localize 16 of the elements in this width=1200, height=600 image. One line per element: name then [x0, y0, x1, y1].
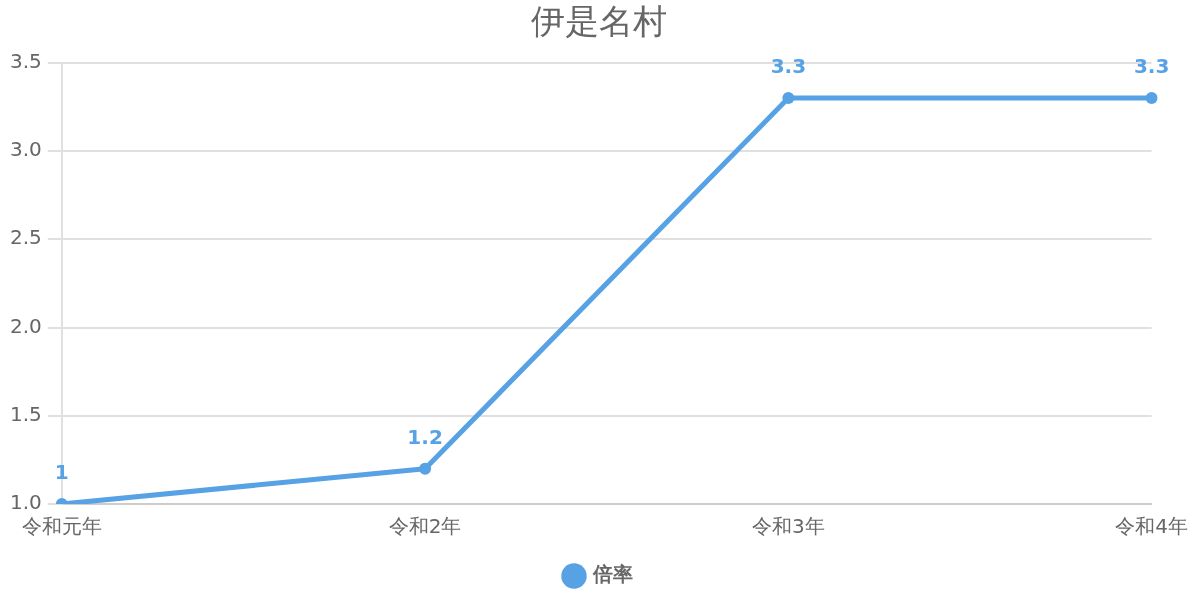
data-label: 1 [54, 460, 69, 485]
legend-label: 倍率 [592, 562, 633, 587]
y-tick-label: 1.0 [9, 490, 42, 515]
y-tick-label: 2.5 [9, 225, 42, 250]
y-tick-label: 2.0 [9, 313, 42, 338]
data-label: 3.3 [1133, 54, 1170, 79]
chart-title: 伊是名村 [531, 1, 667, 42]
x-tick-label: 令和元年 [21, 514, 102, 539]
data-label: 3.3 [770, 54, 807, 79]
y-tick-label: 3.5 [9, 49, 42, 73]
y-tick-label: 3.0 [9, 137, 42, 162]
x-tick-label: 令和3年 [751, 514, 825, 539]
y-tick-label: 1.5 [9, 401, 42, 426]
data-label: 1.2 [407, 424, 443, 449]
x-tick-label: 令和4年 [1115, 514, 1188, 539]
x-tick-label: 令和2年 [388, 514, 462, 539]
